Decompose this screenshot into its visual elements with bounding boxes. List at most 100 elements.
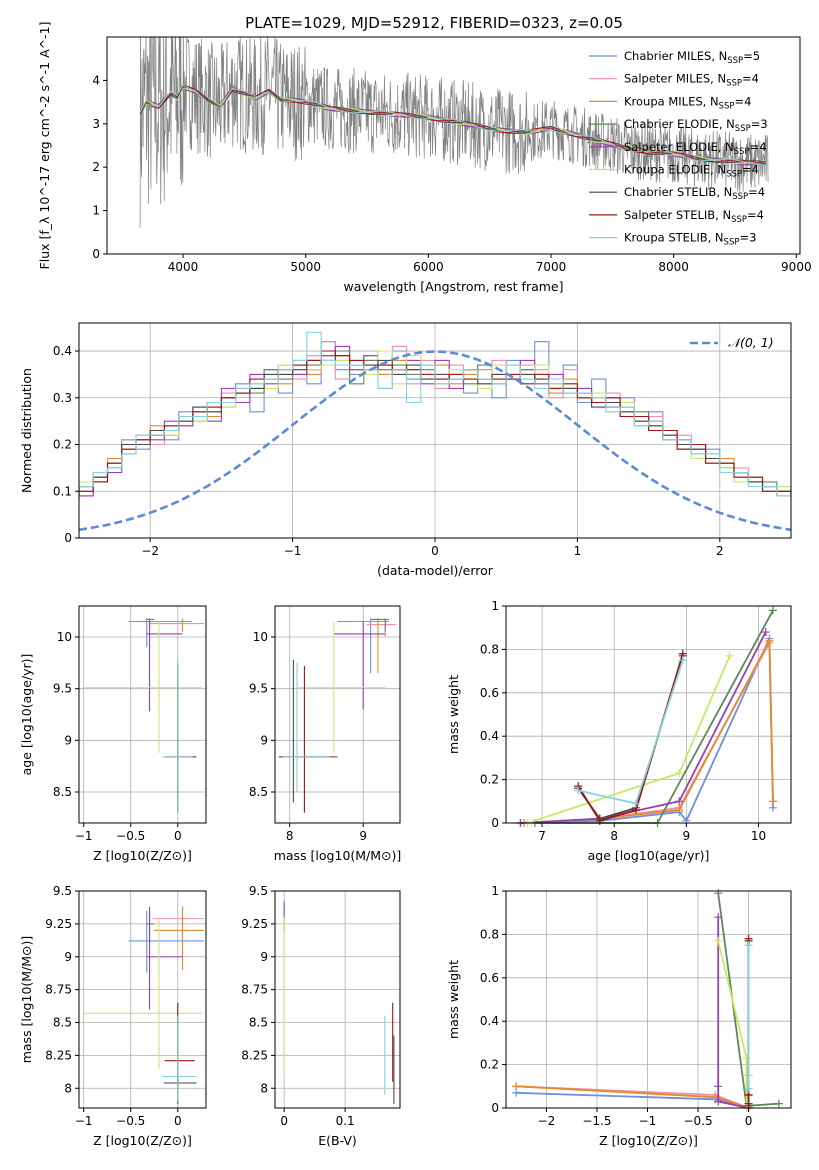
weight-series-line <box>577 653 684 822</box>
weight-marker <box>675 797 684 806</box>
model-spectrum-line <box>139 85 766 163</box>
weight-marker <box>774 1099 783 1108</box>
x-tick-label: 8000 <box>658 260 689 274</box>
x-axis-label: wavelength [Angstrom, rest frame] <box>343 279 563 294</box>
histogram-step <box>79 350 791 502</box>
weight-series-line <box>527 655 731 824</box>
panel-plot-area <box>83 906 205 1105</box>
y-tick-label: 10 <box>57 630 72 644</box>
legend-label: Kroupa STELIB, NSSP=3 <box>624 231 756 248</box>
x-tick-label: 0.1 <box>336 1114 355 1128</box>
y-axis-label: Flux [f_λ 10^-17 erg cm^-2 s^-1 A^-1] <box>37 22 52 270</box>
y-tick-label: 9 <box>64 733 72 747</box>
y-tick-label: 0.2 <box>480 773 499 787</box>
y-tick-label: 1 <box>491 599 499 613</box>
panel-plot-area <box>278 618 397 813</box>
legend-label: 𝒩(0, 1) <box>728 335 774 350</box>
weight-marker <box>765 636 774 645</box>
histogram-step <box>79 350 791 502</box>
x-tick-label: −0.5 <box>116 829 145 843</box>
y-tick-label: 10 <box>253 630 268 644</box>
x-tick-label: 2 <box>716 544 724 558</box>
y-tick-label: 8.5 <box>249 785 268 799</box>
weight-series-line <box>520 639 774 824</box>
y-tick-label: 9 <box>260 733 268 747</box>
y-tick-label: 8 <box>64 1081 72 1095</box>
y-tick-label: 0 <box>491 816 499 830</box>
y-tick-label: 9.25 <box>241 917 268 931</box>
x-tick-label: 10 <box>751 829 766 843</box>
y-tick-label: 9.5 <box>53 682 72 696</box>
x-tick-label: 0 <box>431 544 439 558</box>
model-spectrum-line <box>139 84 766 165</box>
observed-spectrum-line <box>139 37 769 228</box>
y-tick-label: 0.6 <box>480 971 499 985</box>
weight-marker <box>714 1082 723 1091</box>
x-axis-label: E(B-V) <box>318 1133 357 1148</box>
y-tick-label: 0.2 <box>53 438 72 452</box>
weight-marker <box>574 786 583 795</box>
x-axis-label: (data-model)/error <box>377 563 494 578</box>
legend-label: Salpeter ELODIE, NSSP=4 <box>624 140 767 157</box>
model-spectrum-line <box>139 87 766 165</box>
x-tick-label: 7 <box>538 829 546 843</box>
y-tick-label: 3 <box>92 117 100 131</box>
y-tick-label: 0.2 <box>480 1058 499 1072</box>
x-tick-label: 7000 <box>536 260 567 274</box>
x-tick-label: 9000 <box>781 260 812 274</box>
y-tick-label: 8.5 <box>249 1016 268 1030</box>
histogram-step <box>79 341 791 502</box>
y-tick-label: 8.5 <box>53 785 72 799</box>
y-tick-label: 0 <box>92 247 100 261</box>
axes-frame <box>274 890 401 1109</box>
histogram-step <box>79 350 791 497</box>
legend-label: Chabrier ELODIE, NSSP=3 <box>624 117 768 134</box>
x-tick-label: 0 <box>174 829 182 843</box>
weight-marker <box>714 1097 723 1106</box>
histogram-step <box>79 331 791 497</box>
y-tick-label: 9.5 <box>249 884 268 898</box>
x-tick-label: 0 <box>280 1114 288 1128</box>
y-tick-label: 0.4 <box>480 729 499 743</box>
histogram-step <box>79 345 791 497</box>
y-tick-label: 0.8 <box>480 642 499 656</box>
histogram-step <box>79 350 791 502</box>
y-tick-label: 1 <box>491 884 499 898</box>
y-tick-label: 8.5 <box>53 1016 72 1030</box>
axes-frame <box>106 36 801 255</box>
y-tick-label: 0 <box>491 1101 499 1115</box>
age-vs-mass-panel: 8 9 8.5 9 9.5 10 mass [log10(M/M⊙)] <box>249 605 401 863</box>
y-tick-label: 0.8 <box>480 927 499 941</box>
legend-label: Salpeter STELIB, NSSP=4 <box>624 208 764 225</box>
x-tick-label: 6000 <box>413 260 444 274</box>
weight-marker <box>744 941 753 950</box>
x-tick-label: −2 <box>141 544 159 558</box>
age-vs-metallicity-panel: −1 −0.5 0 8.5 9 9.5 10 Z [log10(Z/Z⊙)] age [log1… <box>19 605 207 863</box>
x-tick-label: −1 <box>75 829 93 843</box>
panel-plot-area <box>512 889 783 1112</box>
weight-vs-metallicity-panel: −2 −1.5 −1 −0.5 0 0 0.2 0.4 0.6 0.8 1 Z [log10(Z/Z⊙… <box>446 884 792 1148</box>
y-tick-label: 1 <box>92 204 100 218</box>
x-tick-label: 9 <box>683 829 691 843</box>
weight-marker <box>725 651 734 660</box>
y-tick-label: 9 <box>260 950 268 964</box>
model-spectrum-line <box>139 84 766 165</box>
weight-series-line <box>717 940 748 1108</box>
weight-marker <box>714 936 723 945</box>
y-tick-label: 8.75 <box>45 983 72 997</box>
x-axis-label: age [log10(age/yr)] <box>588 848 710 863</box>
weight-series-line <box>717 917 749 1109</box>
weight-marker <box>744 1084 753 1093</box>
histogram-step <box>79 341 791 502</box>
x-tick-label: 1 <box>574 544 582 558</box>
x-axis-label: Z [log10(Z/Z⊙)] <box>599 1133 698 1148</box>
weight-marker <box>714 913 723 922</box>
x-tick-label: −1.5 <box>582 1114 611 1128</box>
legend-label: Chabrier MILES, NSSP=5 <box>624 49 760 66</box>
x-tick-label: 8 <box>610 829 618 843</box>
legend-label: Chabrier STELIB, NSSP=4 <box>624 185 765 202</box>
x-tick-label: −2 <box>538 1114 556 1128</box>
legend-label: Kroupa ELODIE, NSSP=4 <box>624 163 759 180</box>
y-tick-label: 0.1 <box>53 484 72 498</box>
y-axis-label: Normed distribution <box>19 368 34 493</box>
